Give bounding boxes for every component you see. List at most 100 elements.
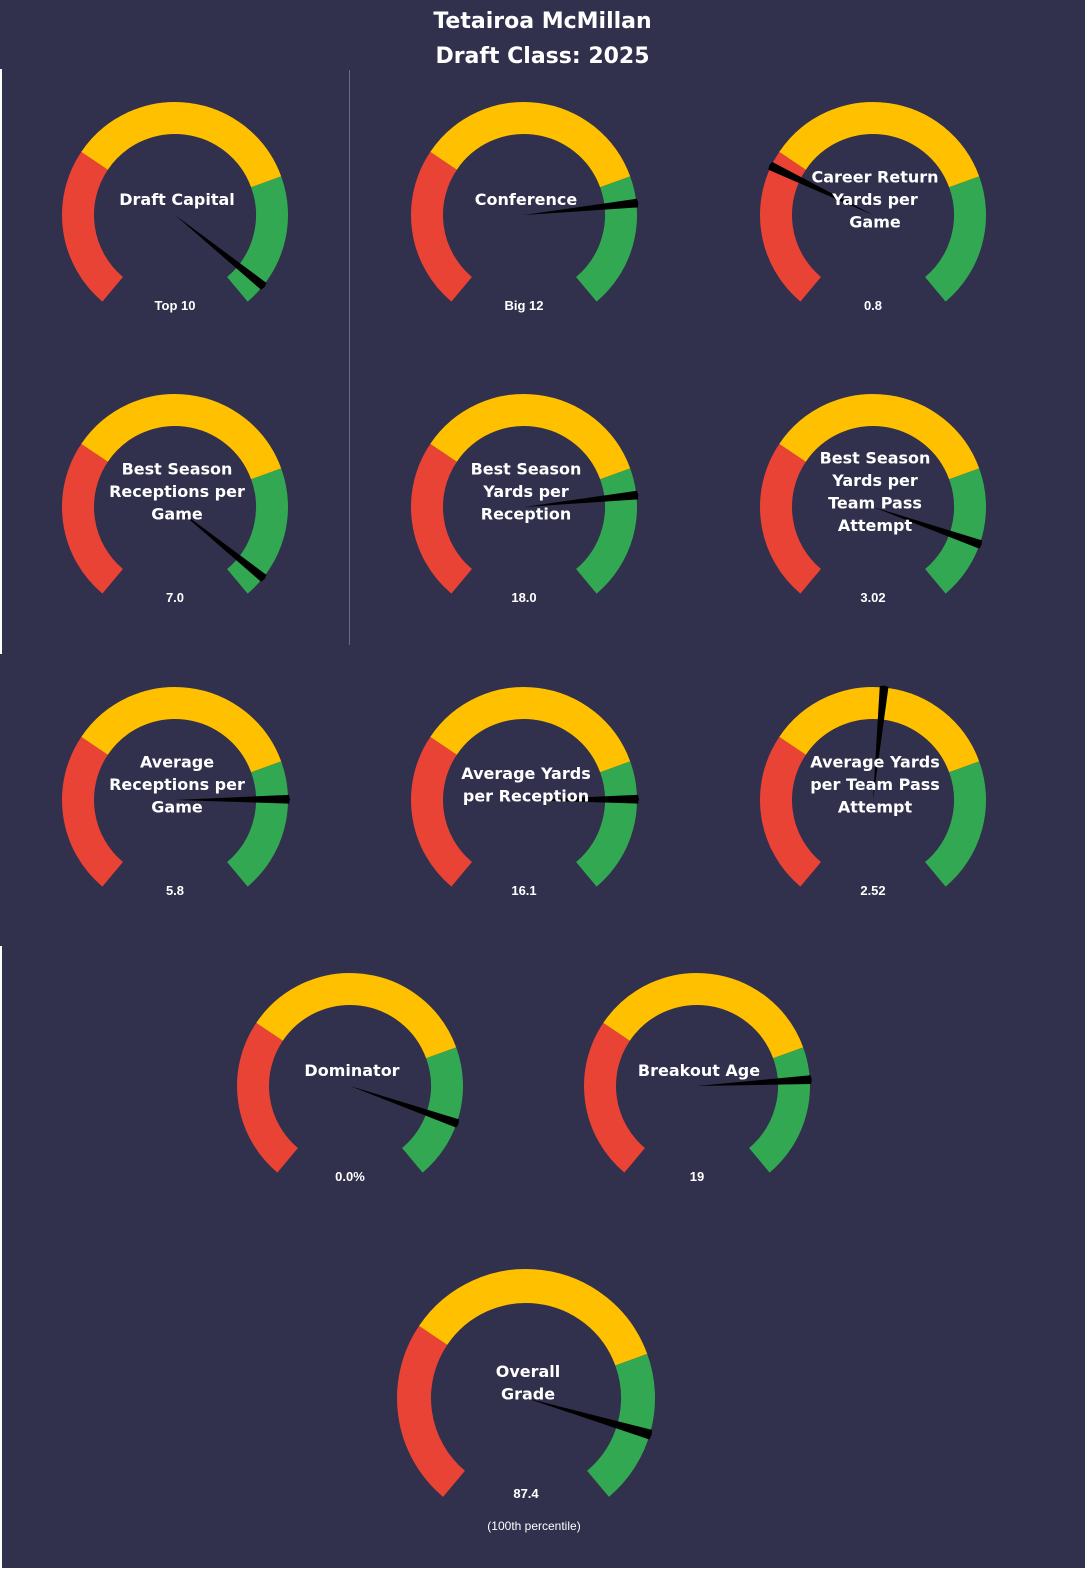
gauge-value: 0.8 <box>864 298 882 313</box>
gauge-value: 18.0 <box>511 590 536 605</box>
gauge-band-red <box>411 443 473 594</box>
gauge-label: Grade <box>501 1384 555 1403</box>
gauge-label: Yards per <box>831 471 918 490</box>
gauge-value: 7.0 <box>166 590 184 605</box>
draft-class: Draft Class: 2025 <box>435 44 650 69</box>
gauge-label: Conference <box>475 190 578 209</box>
gauge-percentile: (100th percentile) <box>487 1519 580 1533</box>
gauge-label: Yards per <box>482 482 569 501</box>
gauge-dominator: Dominator 0.0% <box>237 973 463 1184</box>
gauge-band-yellow <box>81 102 282 188</box>
gauge-overall-grade: Overall Grade 87.4 (100th percentile) <box>397 1269 655 1533</box>
gauge-band-green <box>575 468 637 594</box>
gauge-needle <box>524 794 639 804</box>
gauge-band-green <box>226 468 288 594</box>
gauge-needle <box>524 490 639 507</box>
gauge-label: Attempt <box>838 798 913 817</box>
gauge-band-red <box>411 151 473 302</box>
gauge-band-red <box>760 151 822 302</box>
gauge-label: Game <box>151 798 203 817</box>
gauge-band-red <box>584 1022 646 1173</box>
gauge-average-yards-per-reception: Average Yards per Reception 16.1 <box>411 687 639 898</box>
gauge-band-green <box>575 761 637 887</box>
gauge-label: Game <box>849 213 901 232</box>
gauge-band-red <box>760 443 822 594</box>
gauge-label: Overall <box>496 1362 561 1381</box>
gauge-band-green <box>401 1047 463 1173</box>
gauge-needle <box>524 198 639 215</box>
gauge-band-green <box>924 176 986 302</box>
gauge-needle <box>873 685 889 800</box>
gauge-band-red <box>62 443 124 594</box>
gauge-band-green <box>575 176 637 302</box>
gauge-value: 19 <box>690 1169 704 1184</box>
gauge-band-green <box>924 761 986 887</box>
gauge-career-return-yards-per-game: Career Return Yards per Game 0.8 <box>760 102 986 313</box>
gauge-needle <box>175 507 267 582</box>
gauge-needle <box>350 1086 460 1128</box>
gauge-band-yellow <box>256 973 457 1059</box>
gauge-label: Dominator <box>304 1061 399 1080</box>
gauge-label: Average Yards <box>461 764 590 783</box>
gauge-average-yards-per-team-pass-attempt: Average Yards per Team Pass Attempt 2.52 <box>760 685 986 898</box>
gauge-needle <box>175 215 267 290</box>
gauge-band-yellow <box>430 102 631 188</box>
gauge-band-yellow <box>430 394 631 480</box>
gauge-value: Big 12 <box>504 298 543 313</box>
gauge-band-yellow <box>81 687 282 773</box>
gauge-band-red <box>411 736 473 887</box>
chart-title: Tetairoa McMillan Draft Class: 2025 <box>0 4 1085 74</box>
gauge-value: 2.52 <box>860 883 885 898</box>
gauge-band-red <box>397 1325 466 1497</box>
gauge-average-receptions-per-game: Average Receptions per Game 5.8 <box>62 687 290 898</box>
frame-notch <box>0 946 2 1568</box>
gauge-label: Average <box>140 753 214 772</box>
gauge-value: 87.4 <box>513 1486 539 1501</box>
gauge-label: Receptions per <box>109 482 245 501</box>
gauge-breakout-age: Breakout Age 19 <box>584 973 812 1184</box>
gauge-band-red <box>237 1022 299 1173</box>
gauge-band-yellow <box>81 394 282 480</box>
gauge-band-red <box>760 736 822 887</box>
gauge-label: Best Season <box>820 448 931 467</box>
gauge-band-yellow <box>779 394 980 480</box>
gauge-band-green <box>226 761 288 887</box>
gauge-label: Receptions per <box>109 775 245 794</box>
gauge-label: Attempt <box>838 516 913 535</box>
gauge-conference: Conference Big 12 <box>411 102 639 313</box>
gauge-needle <box>768 161 873 215</box>
gauge-band-yellow <box>430 687 631 773</box>
gauge-band-red <box>62 151 124 302</box>
gauge-label: Team Pass <box>828 493 922 512</box>
gauge-band-red <box>62 736 124 887</box>
gauge-needle <box>175 794 290 804</box>
gauge-needle <box>697 1075 812 1086</box>
gauge-label: Best Season <box>471 460 582 479</box>
gauge-label: per Team Pass <box>810 775 940 794</box>
gauge-needle <box>873 507 983 549</box>
gauge-band-green <box>226 176 288 302</box>
gauge-band-yellow <box>603 973 804 1059</box>
gauge-label: Reception <box>481 505 571 524</box>
gauge-value: 3.02 <box>860 590 885 605</box>
gauge-value: 16.1 <box>511 883 536 898</box>
gauge-label: Career Return <box>811 168 938 187</box>
gauge-band-yellow <box>779 102 980 188</box>
gauge-label: Draft Capital <box>119 190 235 209</box>
gauge-band-green <box>924 468 986 594</box>
gauge-value: Top 10 <box>155 298 196 313</box>
gauge-value: 0.0% <box>335 1169 365 1184</box>
gauge-best-season-yards-per-team-pass-attempt: Best Season Yards per Team Pass Attempt 3.02 <box>760 394 986 605</box>
gauge-label: per Reception <box>463 786 589 805</box>
gauge-band-green <box>748 1047 810 1173</box>
gauge-needle <box>526 1398 653 1440</box>
gauge-value: 5.8 <box>166 883 184 898</box>
gauge-label: Average Yards <box>810 753 939 772</box>
gauge-best-season-yards-per-reception: Best Season Yards per Reception 18.0 <box>411 394 639 605</box>
gauge-best-season-receptions-per-game: Best Season Receptions per Game 7.0 <box>62 394 288 605</box>
gauge-label: Breakout Age <box>638 1061 760 1080</box>
gauge-label: Game <box>151 505 203 524</box>
gauge-draft-capital: Draft Capital Top 10 <box>62 102 288 313</box>
